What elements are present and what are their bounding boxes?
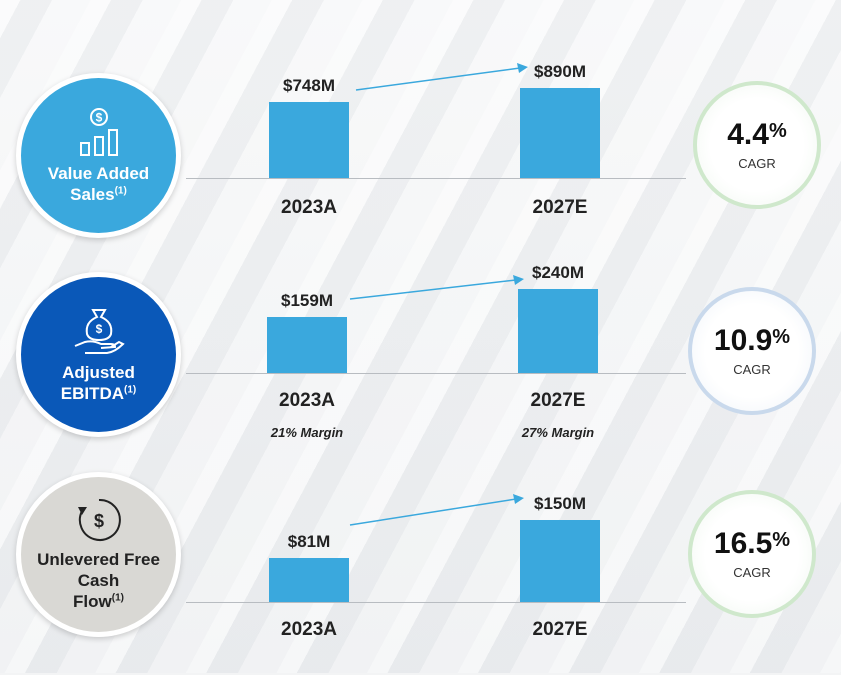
metric-label-line1: Adjusted [62,362,135,382]
footnote-marker: (1) [114,184,127,196]
margin-annotation: 27% Margin [521,425,595,440]
bar-value-label: $81M [287,532,331,551]
metric-row-value-added-sales: $ Value Added Sales(1) 4.4% CAGR $748M 20… [0,48,841,248]
category-label: 2023A [279,390,335,411]
metric-label-line2: Sales [70,184,115,204]
category-label: 2027E [530,390,586,411]
metric-label-line2: EBITDA [60,383,125,403]
metric-circle-value-added-sales: $ Value Added Sales(1) [16,73,181,238]
metric-label-line1: Unlevered Free [37,550,160,569]
chart-baseline [186,373,686,374]
cagr-value: 16.5% [713,526,791,560]
category-label: 2023A [281,619,337,640]
bar-2027e [520,88,600,178]
dollar-cycle-icon: $ [77,498,121,541]
cagr-value: 4.4% [727,117,787,151]
svg-text:$: $ [93,511,103,531]
svg-text:$: $ [95,110,102,124]
bar-value-label: $240M [532,263,584,282]
metric-circle-unlevered-fcf: $ Unlevered Free Cash Flow(1) [16,472,181,637]
bar-value-label: $150M [534,494,586,513]
chart-baseline [186,178,686,179]
cagr-label: CAGR [733,361,771,377]
footnote-marker: (1) [111,592,124,604]
cagr-label: CAGR [733,564,771,580]
metric-label-line2: Cash [77,571,120,590]
cagr-label: CAGR [738,155,776,171]
cagr-circle: 10.9% CAGR [688,287,816,415]
bar-value-label: $159M [281,291,333,310]
metric-label-line1: Value Added [47,163,150,183]
bar-2023a [269,558,349,602]
bar-2023a [267,317,347,373]
growth-arrow [355,63,528,91]
cagr-circle: 16.5% CAGR [688,490,816,618]
metric-circle-adjusted-ebitda: $ Adjusted EBITDA(1) [16,272,181,437]
bar-2027e [518,289,598,373]
category-label: 2027E [532,619,588,640]
margin-annotation: 21% Margin [270,425,344,440]
category-label: 2023A [281,197,337,218]
metric-row-adjusted-ebitda: $ Adjusted EBITDA(1) 10.9% CAGR $159M 202… [0,247,841,447]
money-bag-hand-icon: $ [74,308,125,354]
chart-baseline [186,602,686,603]
cagr-value: 10.9% [713,323,791,357]
metric-row-unlevered-free-cash-flow: $ Unlevered Free Cash Flow(1) 16.5% CAGR… [0,472,841,675]
metric-label-line3: Flow [73,592,112,611]
footnote-marker: (1) [124,383,137,395]
category-label: 2027E [532,197,588,218]
svg-text:$: $ [95,322,102,336]
growth-arrow [349,275,524,300]
bar-2023a [269,102,349,178]
growth-arrow [349,494,524,526]
dollar-growth-chart-icon: $ [79,107,118,156]
bar-value-label: $748M [283,76,335,95]
cagr-circle: 4.4% CAGR [693,81,821,209]
bar-value-label: $890M [534,62,586,81]
bar-2027e [520,520,600,602]
